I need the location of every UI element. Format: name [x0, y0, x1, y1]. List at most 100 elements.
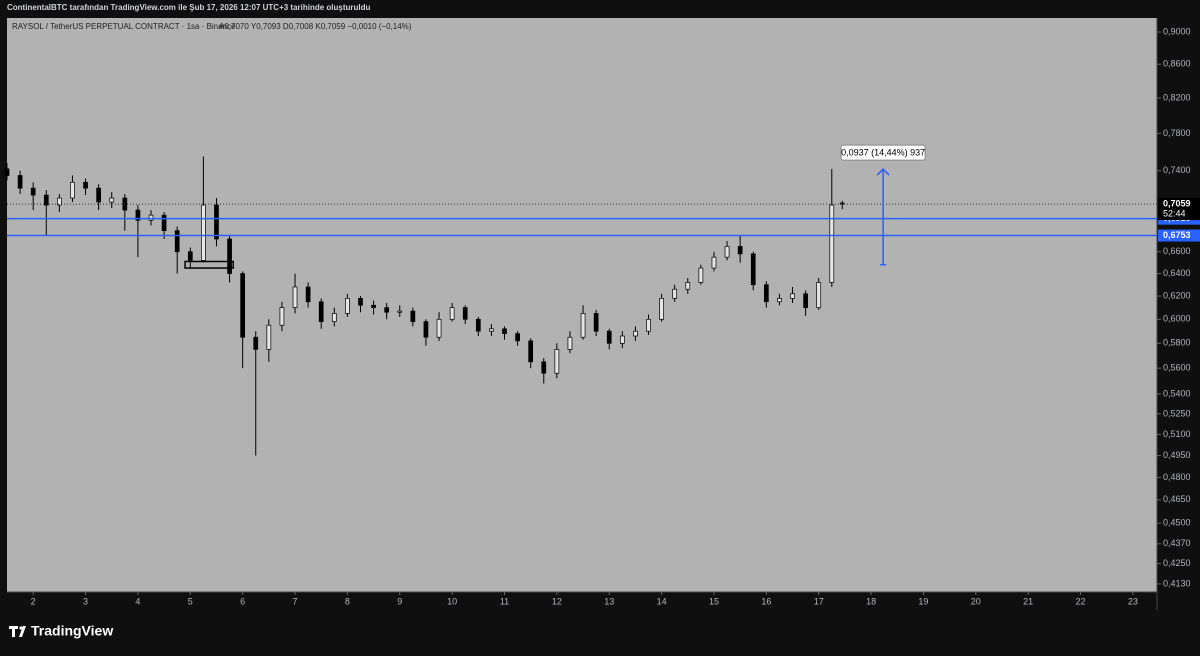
x-tick-label: 11	[500, 596, 509, 606]
candle-body	[803, 293, 808, 308]
candle-body	[227, 238, 232, 274]
candle-body	[619, 335, 625, 344]
x-tick-label: 3	[83, 596, 88, 606]
candle-body	[567, 336, 573, 350]
candle-body	[135, 209, 141, 221]
countdown: 52:44	[1163, 209, 1186, 219]
y-tick-label: 0,8200	[1163, 92, 1191, 102]
candle-body	[345, 297, 350, 314]
x-tick-label: 23	[1128, 596, 1138, 606]
attribution: ContinentalBTC tarafından TradingView.co…	[7, 3, 371, 12]
x-tick-label: 17	[814, 596, 824, 606]
candle-body	[70, 181, 75, 199]
y-tick-label: 0,5400	[1163, 388, 1191, 398]
candle-body	[266, 324, 272, 350]
candle-body	[816, 282, 822, 308]
brand: TradingView	[31, 623, 113, 639]
candle-body	[528, 340, 534, 363]
y-tick-label: 0,4130	[1163, 578, 1191, 588]
y-tick-label: 0,6200	[1163, 290, 1191, 300]
candle-body	[737, 246, 743, 255]
candle-body	[109, 197, 115, 203]
candle-body	[397, 310, 403, 313]
x-tick-label: 19	[918, 596, 928, 606]
y-tick-label: 0,4950	[1163, 450, 1191, 460]
candle-body	[646, 318, 651, 332]
candle-body	[57, 197, 62, 206]
price-axis	[1157, 18, 1200, 610]
candle-body	[384, 307, 390, 313]
x-tick-label: 18	[866, 596, 876, 606]
x-tick-label: 7	[293, 596, 298, 606]
candle-body	[30, 187, 36, 196]
candle-body	[777, 297, 782, 303]
candle-body	[489, 328, 494, 332]
candle-body	[279, 307, 285, 326]
candle-body	[240, 273, 246, 338]
x-tick-label: 6	[240, 596, 245, 606]
candle-body	[750, 253, 756, 286]
candle-body	[593, 313, 599, 332]
arrow-head	[876, 168, 890, 176]
y-tick-label: 0,5800	[1163, 338, 1191, 348]
y-tick-label: 0,4250	[1163, 558, 1191, 568]
candle-body	[161, 214, 167, 231]
price-label-box	[1158, 229, 1200, 242]
y-tick-label: 0,7800	[1163, 128, 1191, 138]
candle-body	[462, 307, 468, 320]
candle-body	[685, 282, 691, 290]
y-tick-label: 0,5600	[1163, 363, 1191, 373]
y-tick-label: 0,8600	[1163, 59, 1191, 69]
x-tick-label: 8	[345, 596, 350, 606]
candle-body	[292, 286, 298, 308]
candle-body	[331, 313, 337, 323]
y-tick-label: 0,4370	[1163, 538, 1191, 548]
x-tick-label: 22	[1076, 596, 1086, 606]
x-tick-label: 16	[761, 596, 771, 606]
last-price-box	[1158, 198, 1200, 221]
drawn-rectangle	[184, 260, 234, 269]
candle-body	[541, 361, 547, 374]
plot-layer: 0,0937 (14,44%) 937	[4, 144, 1157, 456]
candle-body	[790, 293, 795, 299]
candle-body	[83, 181, 88, 189]
y-tick-label: 0,4500	[1163, 517, 1191, 527]
candle-body	[4, 168, 10, 176]
candle-body	[436, 318, 442, 338]
x-tick-label: 14	[657, 596, 667, 606]
candle-body	[449, 307, 455, 320]
symbol: RAYSOL / TetherUS PERPETUAL CONTRACT · 1…	[12, 22, 236, 31]
measure-label: 0,0937 (14,44%) 937	[841, 147, 925, 157]
price-label: 0,6753	[1163, 230, 1191, 240]
x-tick-label: 4	[135, 596, 140, 606]
candle-body	[502, 328, 507, 334]
y-tick-label: 0,6400	[1163, 268, 1191, 278]
plot-area	[7, 18, 1157, 592]
x-tick-label: 15	[709, 596, 719, 606]
x-tick-label: 13	[604, 596, 614, 606]
candle-body	[515, 333, 520, 342]
y-tick-label: 0,5100	[1163, 429, 1191, 439]
candle-body	[839, 202, 845, 205]
candle-body	[580, 313, 586, 338]
candle-body	[305, 286, 311, 303]
candle-body	[43, 194, 49, 206]
candle-body	[829, 204, 835, 283]
candle-body	[711, 256, 717, 269]
y-tick-label: 0,6000	[1163, 314, 1191, 324]
candle-body	[318, 301, 324, 323]
candle-body	[698, 267, 704, 283]
candle-body	[253, 336, 259, 350]
measure-label-box	[840, 144, 926, 161]
last-price-label: 0,7059	[1163, 199, 1191, 209]
candle-body	[371, 304, 376, 308]
brand-logo	[9, 626, 26, 637]
x-tick-label: 9	[397, 596, 402, 606]
y-tick-label: 0,5250	[1163, 408, 1191, 418]
candle-body	[174, 230, 180, 253]
candle-body	[17, 175, 23, 189]
x-tick-label: 5	[188, 596, 193, 606]
candle-body	[475, 318, 481, 332]
